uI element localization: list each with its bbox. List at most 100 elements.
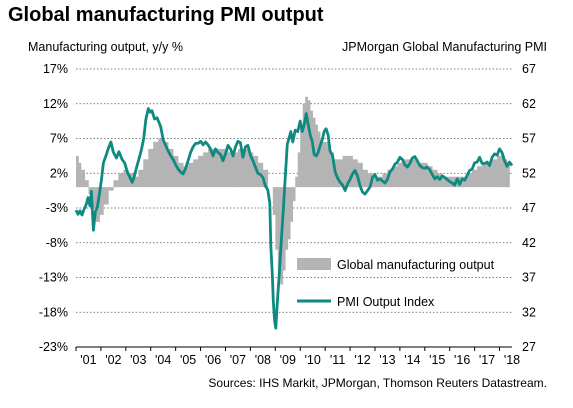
output-bar [153, 141, 159, 188]
x-tick-label: '04 [155, 353, 171, 367]
output-bar [295, 176, 299, 188]
output-bar [123, 169, 129, 188]
y-right-tick-label: 57 [522, 132, 536, 146]
pmi-output-line [74, 107, 514, 330]
output-bar [477, 166, 483, 188]
output-bar [417, 162, 423, 188]
output-bar [247, 152, 254, 188]
y-right-tick-label: 52 [522, 166, 536, 180]
y-left-tick-label: 12% [43, 97, 68, 111]
output-bar [362, 169, 368, 188]
output-bar [275, 187, 279, 250]
output-bar [92, 187, 97, 208]
output-bar [158, 138, 164, 188]
x-tick-label: '11 [330, 353, 345, 367]
y-right-tick-label: 42 [522, 236, 536, 250]
output-bar [297, 152, 301, 188]
output-bar [168, 148, 174, 188]
output-bar [422, 162, 428, 188]
output-bar [213, 148, 219, 188]
output-bar [227, 152, 234, 188]
x-tick-label: '10 [305, 353, 321, 367]
y-left-tick-label: -13% [39, 271, 68, 285]
output-bar [287, 187, 291, 240]
output-bar [325, 141, 328, 188]
left-axis-title: Manufacturing output, y/y % [28, 40, 183, 54]
output-bar [272, 187, 276, 215]
output-bar [487, 162, 493, 188]
output-bar [497, 155, 500, 188]
output-bar [99, 187, 104, 215]
output-bar [397, 162, 403, 188]
output-bar [300, 124, 304, 188]
output-bar [143, 159, 149, 188]
legend-label-output: Global manufacturing output [337, 258, 495, 272]
output-bar [103, 187, 109, 205]
output-bar [504, 159, 508, 188]
x-tick-label: '13 [379, 353, 395, 367]
output-bar [442, 176, 448, 188]
output-bar [148, 148, 154, 188]
y-left-tick-label: 7% [50, 132, 68, 146]
output-bar [173, 155, 179, 188]
output-bar [472, 169, 478, 188]
output-bar [392, 166, 398, 188]
x-tick-label: '16 [454, 353, 470, 367]
output-bar [188, 162, 194, 188]
output-bar [252, 155, 259, 188]
output-bar [402, 159, 408, 188]
x-tick-label: '01 [80, 353, 96, 367]
y-right-tick-label: 62 [522, 97, 536, 111]
output-bar [502, 155, 505, 188]
x-tick-label: '09 [280, 353, 296, 367]
output-bar [208, 148, 214, 188]
y-left-tick-label: 17% [43, 62, 68, 76]
output-bar [482, 162, 488, 188]
output-bar [492, 159, 498, 188]
x-tick-label: '12 [354, 353, 370, 367]
legend-swatch-output [297, 258, 331, 270]
output-bar [108, 187, 114, 191]
output-bar [322, 141, 326, 188]
output-bar [232, 152, 239, 188]
y-left-tick-label: -18% [39, 305, 68, 319]
x-tick-label: '17 [479, 353, 495, 367]
output-bar [382, 173, 388, 188]
x-tick-label: '08 [255, 353, 271, 367]
output-bar [462, 176, 468, 188]
output-bar [467, 173, 473, 188]
output-bar [317, 131, 321, 188]
output-bar [198, 155, 204, 188]
output-bar [407, 159, 413, 188]
y-left-tick-label: -8% [46, 236, 68, 250]
output-bar [305, 96, 309, 188]
y-right-tick-label: 37 [522, 271, 536, 285]
output-bar [347, 155, 353, 188]
output-bar [412, 159, 418, 188]
y-right-tick-label: 47 [522, 201, 536, 215]
x-tick-label: '06 [205, 353, 221, 367]
output-bar [163, 141, 169, 188]
output-bar [377, 176, 383, 188]
output-bar [292, 187, 296, 202]
output-bar [133, 176, 139, 188]
x-tick-label: '05 [180, 353, 196, 367]
output-bar [357, 162, 363, 188]
y-right-tick-label: 27 [522, 340, 536, 354]
output-bar [285, 187, 289, 250]
output-bar [387, 169, 393, 188]
output-bar [262, 169, 269, 188]
output-bar [290, 187, 294, 222]
output-bar [203, 152, 209, 188]
legend-label-pmi: PMI Output Index [337, 295, 435, 309]
x-tick-label: '07 [230, 353, 246, 367]
output-bar [84, 180, 89, 188]
output-bar [113, 180, 119, 188]
output-bar [118, 173, 124, 188]
output-bar [307, 100, 311, 188]
output-bar [342, 155, 348, 188]
output-bar [277, 187, 281, 275]
output-bar [310, 110, 313, 188]
x-tick-label: '15 [429, 353, 445, 367]
